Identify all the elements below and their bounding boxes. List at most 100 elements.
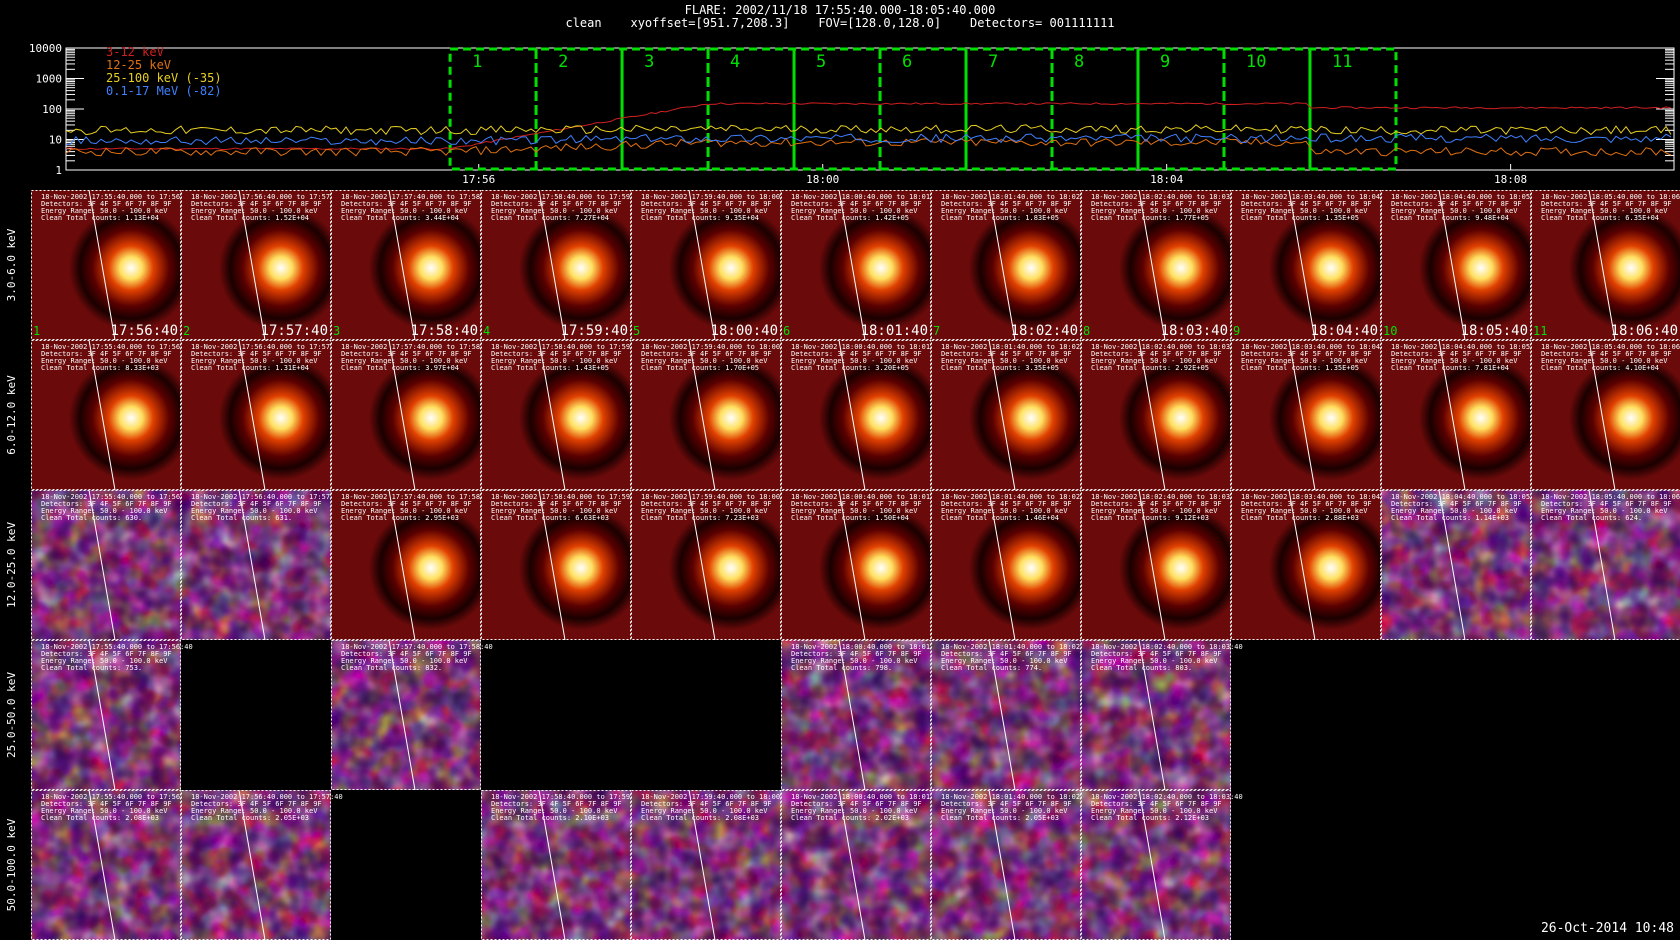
- panel-counts: Clean Total counts: 7.23E+03: [641, 514, 759, 522]
- image-panel: 18-Nov-2002 18:01:40.000 to 18:02:40Dete…: [931, 190, 1093, 341]
- panel-time: 18:06:40: [1611, 323, 1678, 339]
- image-panel: 18-Nov-2002 18:05:40.000 to 18:06:40Dete…: [1531, 489, 1680, 641]
- noise-map: [1081, 790, 1231, 940]
- image-panel: 18-Nov-2002 17:56:40.000 to 17:57:40Dete…: [181, 190, 343, 341]
- panel-time-range: 18-Nov-2002 17:57:40.000 to 17:58:40: [341, 193, 493, 201]
- noise-map: [781, 640, 931, 790]
- panel-time: 18:01:40: [861, 323, 928, 339]
- panel-counts: Clean Total counts: 798.: [791, 664, 892, 672]
- panel-interval-number: 6: [783, 324, 790, 338]
- panel-time-range: 18-Nov-2002 17:57:40.000 to 17:58:40: [341, 643, 493, 651]
- image-panel: 18-Nov-2002 17:58:40.000 to 17:59:40Dete…: [481, 789, 643, 940]
- image-panel: 18-Nov-2002 18:02:40.000 to 18:03:40Dete…: [1081, 639, 1243, 791]
- image-panel: 18-Nov-2002 18:03:40.000 to 18:04:40Dete…: [1231, 339, 1393, 491]
- image-panel: 18-Nov-2002 18:02:40.000 to 18:03:40Dete…: [1081, 339, 1243, 491]
- series-line: [66, 102, 1672, 151]
- interval-boxes: 1 2 3 4 5 6 7 8 9 10 11: [448, 47, 1398, 171]
- panel-detectors: Detectors: 3F 4F 5F 6F 7F 8F 9F: [641, 800, 772, 808]
- panel-interval-number: 2: [183, 324, 190, 338]
- image-panel: 18-Nov-2002 18:01:40.000 to 18:02:40Dete…: [931, 339, 1093, 491]
- panel-energy-range: Energy Range: 50.0 - 100.0 keV: [641, 207, 768, 215]
- series-line: [66, 137, 1672, 157]
- panel-time-range: 18-Nov-2002 18:04:40.000 to 18:05:40: [1391, 193, 1543, 201]
- flare-source: [1269, 206, 1393, 330]
- image-panel: 18-Nov-2002 17:57:40.000 to 17:58:40Dete…: [331, 339, 493, 491]
- image-panel: 18-Nov-2002 17:55:40.000 to 17:56:40Dete…: [31, 489, 193, 641]
- panel-interval-number: 10: [1383, 324, 1397, 338]
- panel-energy-range: Energy Range: 50.0 - 100.0 keV: [941, 357, 1068, 365]
- panel-detectors: Detectors: 3F 4F 5F 6F 7F 8F 9F: [191, 500, 322, 508]
- solar-limb: [238, 190, 266, 341]
- solar-limb: [1438, 339, 1466, 491]
- panel-border: [781, 190, 931, 340]
- panel-time: 18:02:40: [1011, 323, 1078, 339]
- panel-counts: Clean Total counts: 6.35E+04: [1541, 214, 1659, 222]
- panel-border: [1081, 340, 1231, 490]
- noise-map: [481, 790, 631, 940]
- solar-limb: [538, 789, 566, 940]
- noise-map: [31, 790, 181, 940]
- lightcurve-x-axis: 17:56 18:00 18:04 18:08: [462, 164, 1527, 186]
- flare-source: [519, 356, 643, 480]
- flare-source: [369, 206, 493, 330]
- panel-time-range: 18-Nov-2002 18:02:40.000 to 18:03:40: [1091, 643, 1243, 651]
- panel-time-range: 18-Nov-2002 18:02:40.000 to 18:03:40: [1091, 493, 1243, 501]
- panel-counts: Clean Total counts: 9.35E+04: [641, 214, 759, 222]
- image-panel: 18-Nov-2002 17:55:40.000 to 17:56:40Dete…: [31, 190, 193, 341]
- image-grid: 18-Nov-2002 17:55:40.000 to 17:56:40Dete…: [31, 190, 1680, 940]
- panel-energy-range: Energy Range: 50.0 - 100.0 keV: [791, 657, 918, 665]
- solar-limb: [1138, 339, 1166, 491]
- panel-interval-number: 11: [1533, 324, 1547, 338]
- interval-number: 4: [730, 52, 740, 72]
- lightcurve-frame: [65, 47, 1675, 171]
- panel-energy-range: Energy Range: 50.0 - 100.0 keV: [941, 207, 1068, 215]
- solar-limb: [988, 339, 1016, 491]
- panel-detectors: Detectors: 3F 4F 5F 6F 7F 8F 9F: [1391, 200, 1522, 208]
- panel-time: 17:57:40: [261, 323, 328, 339]
- panel-detectors: Detectors: 3F 4F 5F 6F 7F 8F 9F: [491, 350, 622, 358]
- image-panel: 18-Nov-2002 18:00:40.000 to 18:01:40Dete…: [781, 190, 943, 341]
- panel-border: [481, 490, 631, 640]
- panel-interval-number: 1: [33, 324, 40, 338]
- panel-detectors: Detectors: 3F 4F 5F 6F 7F 8F 9F: [341, 500, 472, 508]
- panel-energy-range: Energy Range: 50.0 - 100.0 keV: [1541, 207, 1668, 215]
- solar-limb: [88, 190, 116, 341]
- panel-detectors: Detectors: 3F 4F 5F 6F 7F 8F 9F: [341, 200, 472, 208]
- panel-energy-range: Energy Range: 50.0 - 100.0 keV: [341, 207, 468, 215]
- solar-limb: [88, 339, 116, 491]
- panel-time: 17:58:40: [411, 323, 478, 339]
- image-panel: 18-Nov-2002 18:01:40.000 to 18:02:40Dete…: [931, 789, 1093, 940]
- noise-map: [181, 490, 331, 640]
- image-panel: 18-Nov-2002 17:55:40.000 to 17:56:40Dete…: [31, 639, 193, 791]
- flare-source: [1269, 356, 1393, 480]
- noise-map: [1381, 490, 1531, 640]
- panel-detectors: Detectors: 3F 4F 5F 6F 7F 8F 9F: [341, 350, 472, 358]
- panel-time-range: 18-Nov-2002 18:00:40.000 to 18:01:40: [791, 643, 943, 651]
- image-panel: 18-Nov-2002 18:04:40.000 to 18:05:40Dete…: [1381, 339, 1543, 491]
- panel-border: [781, 490, 931, 640]
- panel-detectors: Detectors: 3F 4F 5F 6F 7F 8F 9F: [1391, 350, 1522, 358]
- panel-time-range: 18-Nov-2002 18:05:40.000 to 18:06:40: [1541, 343, 1680, 351]
- panel-energy-range: Energy Range: 50.0 - 100.0 keV: [641, 357, 768, 365]
- panel-energy-range: Energy Range: 50.0 - 100.0 keV: [641, 507, 768, 515]
- panel-counts: Clean Total counts: 1.52E+04: [191, 214, 309, 222]
- panel-energy-range: Energy Range: 50.0 - 100.0 keV: [1091, 357, 1218, 365]
- solar-limb: [88, 789, 116, 940]
- y-tick-label: 100: [42, 103, 62, 116]
- panel-interval-number: 9: [1233, 324, 1240, 338]
- image-panel: 18-Nov-2002 18:03:40.000 to 18:04:40Dete…: [1231, 489, 1393, 641]
- solar-limb: [1438, 190, 1466, 341]
- image-panel: 18-Nov-2002 18:00:40.000 to 18:01:40Dete…: [781, 339, 943, 491]
- panel-detectors: Detectors: 3F 4F 5F 6F 7F 8F 9F: [1091, 200, 1222, 208]
- solar-limb: [1288, 489, 1316, 641]
- panel-time-range: 18-Nov-2002 18:03:40.000 to 18:04:40: [1241, 193, 1393, 201]
- flare-source: [1119, 206, 1243, 330]
- panel-detectors: Detectors: 3F 4F 5F 6F 7F 8F 9F: [41, 350, 172, 358]
- panel-counts: Clean Total counts: 1.31E+04: [191, 364, 309, 372]
- panel-counts: Clean Total counts: 3.97E+04: [341, 364, 459, 372]
- interval-outline: [448, 47, 1398, 171]
- panel-interval-number: 3: [333, 324, 340, 338]
- series-line: [66, 124, 1672, 136]
- y-tick-label: 1: [55, 164, 62, 177]
- panel-counts: Clean Total counts: 2.05E+03: [191, 814, 309, 822]
